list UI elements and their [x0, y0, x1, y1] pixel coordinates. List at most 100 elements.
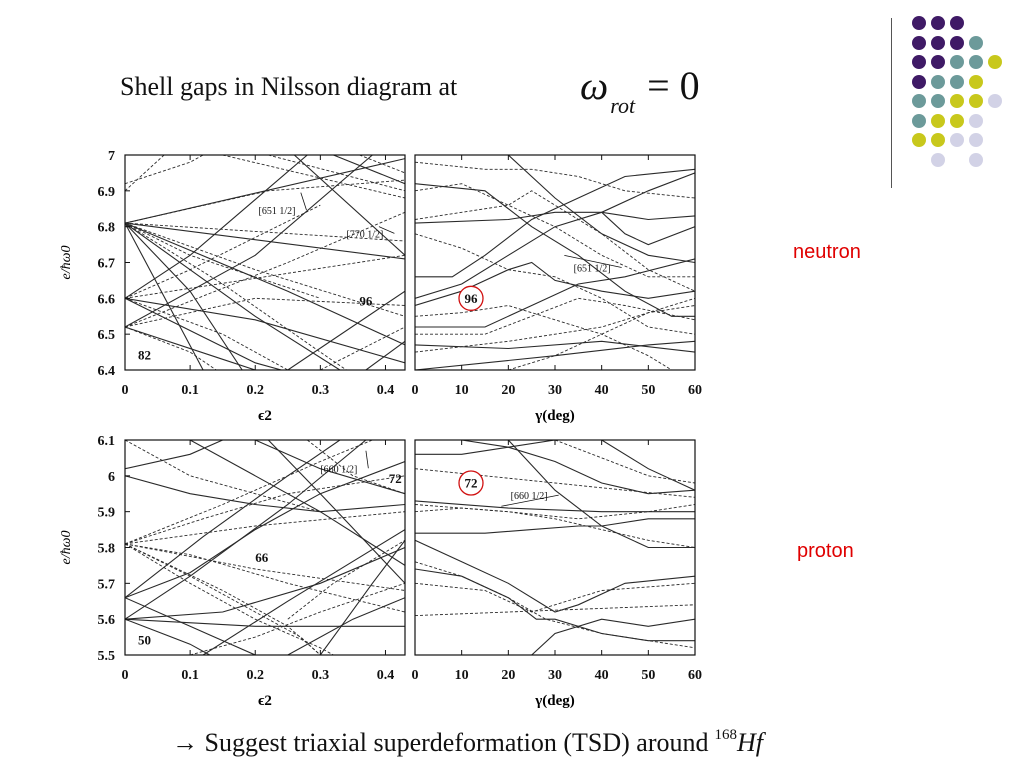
- level-line-solid: [125, 222, 405, 260]
- level-line-dashed: [415, 604, 695, 617]
- level-line-dashed: [125, 326, 217, 370]
- formula-subscript: rot: [610, 93, 636, 118]
- level-lines: [125, 440, 405, 655]
- level-line-solid: [415, 258, 695, 328]
- decor-dot: [950, 35, 964, 50]
- level-line-dashed: [125, 222, 321, 299]
- decor-dot: [950, 113, 964, 128]
- level-line-solid: [202, 529, 405, 655]
- level-line-solid: [125, 222, 204, 370]
- level-line-dashed: [125, 254, 405, 299]
- decor-dot: [950, 133, 964, 147]
- decor-dot: [912, 113, 926, 128]
- level-line-solid: [125, 440, 367, 620]
- x-tick-label: 60: [688, 383, 702, 398]
- orbital-annotation: [660 1/2]: [320, 464, 357, 475]
- y-tick-label: 6.6: [98, 292, 116, 307]
- y-tick-label: 5.5: [98, 649, 116, 664]
- decor-dot: [988, 94, 1002, 108]
- level-line-dashed: [415, 507, 695, 548]
- element-symbol: Hf: [737, 728, 763, 757]
- level-line-dashed: [508, 305, 695, 370]
- x-tick-label: 50: [641, 668, 655, 683]
- level-lines: [415, 440, 695, 655]
- circled-gap-label: 72: [465, 476, 478, 491]
- level-line-solid: [125, 618, 405, 627]
- level-line-solid: [415, 440, 556, 455]
- x-tick-label: 0.1: [181, 668, 199, 683]
- mass-number: 168: [714, 727, 738, 743]
- level-line-dashed: [415, 468, 695, 498]
- slide-title: Shell gaps in Nilsson diagram at: [120, 72, 458, 101]
- level-line-dashed: [307, 440, 405, 495]
- omega-rot-formula: ωrot = 0: [580, 62, 700, 118]
- level-line-solid: [287, 597, 405, 655]
- conclusion-text: → Suggest triaxial superdeformation (TSD…: [172, 727, 763, 758]
- y-tick-label: 5.7: [98, 577, 116, 592]
- level-line-dashed: [415, 297, 695, 353]
- y-tick-label: 5.6: [98, 613, 116, 628]
- highlight-circle: [458, 285, 484, 311]
- decor-dot: [988, 55, 1002, 69]
- level-line-solid: [125, 297, 405, 364]
- level-lines: [415, 155, 695, 370]
- x-tick-label: 0: [122, 383, 129, 398]
- orbital-annotation: [770 1/2]: [346, 229, 383, 240]
- panel-neutron-eps: 0 0.1 0.2 0.3 0.4 6.4 6.5 6.6 6.7 6.8 6.9 7 e/ħω0 ϵ2 8…: [59, 149, 406, 424]
- decor-dot: [969, 152, 983, 167]
- x-tick-label: 0: [412, 668, 419, 683]
- level-line-dashed: [415, 183, 695, 278]
- x-tick-label: 40: [595, 383, 609, 398]
- level-line-dashed: [125, 155, 165, 192]
- level-line-dashed: [125, 222, 347, 370]
- y-tick-label: 6.8: [98, 221, 116, 236]
- level-line-dashed: [320, 326, 405, 370]
- decor-dot: [950, 16, 964, 30]
- x-tick-label: 20: [501, 383, 515, 398]
- y-tick-label: 6: [108, 470, 115, 485]
- level-line-solid: [601, 440, 695, 491]
- proton-label: proton: [797, 540, 854, 562]
- y-tick-label: 5.9: [98, 506, 116, 521]
- decor-dot: [931, 55, 945, 69]
- level-line-solid: [125, 222, 341, 370]
- level-lines: [125, 155, 405, 370]
- level-line-dashed: [125, 179, 405, 224]
- x-tick-label: 0.2: [246, 668, 264, 683]
- annotation-arrow-icon: [564, 254, 622, 268]
- level-line-solid: [415, 172, 695, 299]
- x-tick-label: 0.4: [377, 668, 395, 683]
- level-line-dashed: [125, 155, 204, 185]
- level-line-dashed: [554, 440, 695, 484]
- decor-dot: [969, 113, 983, 128]
- neutron-label: neutron: [793, 241, 861, 263]
- shell-gap-label: 66: [255, 550, 268, 565]
- level-line-dashed: [125, 543, 334, 655]
- level-line-solid: [333, 155, 405, 185]
- decor-dot: [931, 16, 945, 30]
- decor-dot: [931, 35, 945, 50]
- level-line-dashed: [125, 543, 321, 655]
- plot-frame: [124, 154, 406, 371]
- level-line-dashed: [125, 204, 321, 299]
- x-axis-label: γ(deg): [534, 408, 575, 424]
- y-tick-label: 5.8: [98, 542, 116, 557]
- plot-frame: [414, 154, 696, 371]
- decor-dot: [931, 113, 945, 128]
- decor-dot: [912, 16, 926, 30]
- level-line-dashed: [415, 582, 695, 613]
- level-line-dashed: [125, 222, 405, 317]
- conclusion-sentence: Suggest triaxial superdeformation (TSD) …: [204, 728, 709, 757]
- level-line-solid: [125, 440, 223, 470]
- decor-dot: [969, 94, 983, 108]
- x-tick-label: 0.4: [377, 383, 395, 398]
- level-line-solid: [415, 340, 695, 353]
- arrow-icon: →: [172, 728, 198, 757]
- decor-dot: [912, 55, 926, 69]
- level-line-solid: [531, 618, 695, 655]
- level-line-solid: [125, 222, 405, 346]
- level-line-dashed: [125, 543, 321, 655]
- level-line-solid: [415, 211, 695, 224]
- panel-proton-gamma: 0 10 20 30 40 50 60 γ(deg) [660 1/2] 72: [412, 439, 702, 709]
- decor-dot: [969, 35, 983, 50]
